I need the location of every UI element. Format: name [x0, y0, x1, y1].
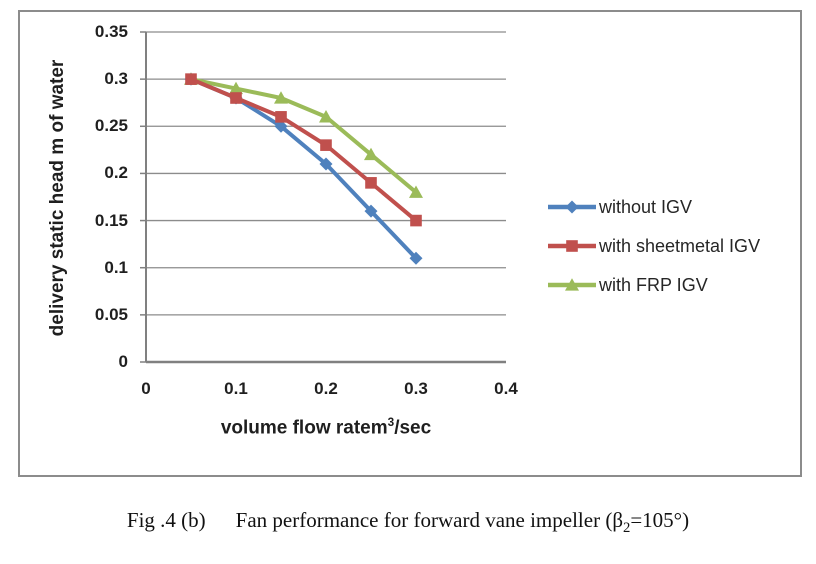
y-tick-label: 0.1 — [104, 257, 128, 277]
triangle-marker-icon — [565, 278, 579, 291]
legend-marker-triangle-icon — [548, 277, 596, 293]
triangle-marker-icon — [409, 185, 423, 198]
legend-item-without-igv: without IGV — [548, 194, 760, 220]
y-tick-label: 0.2 — [104, 163, 128, 183]
legend-marker-diamond-icon — [548, 199, 596, 215]
diamond-marker-icon — [319, 157, 333, 171]
y-tick-label: 0.35 — [94, 22, 128, 41]
y-tick-label: 0.25 — [94, 116, 128, 136]
diamond-marker-icon — [364, 204, 378, 218]
square-marker-icon — [230, 92, 242, 104]
figure-caption: Fig .4 (b) Fan performance for forward va… — [0, 508, 816, 537]
square-marker-icon — [320, 139, 332, 151]
x-axis-title-superscript: 3 — [387, 416, 395, 429]
caption-text-main: Fan performance for forward vane impelle… — [235, 508, 623, 532]
legend-label: with sheetmetal IGV — [599, 235, 761, 256]
x-tick-label: 0 — [141, 379, 151, 398]
legend-item-with-frp-igv: with FRP IGV — [548, 272, 760, 298]
x-tick-label: 0.2 — [314, 379, 338, 398]
diamond-marker-icon — [409, 251, 423, 265]
legend-marker-square-icon — [548, 238, 596, 254]
triangle-marker-icon — [364, 147, 378, 161]
series-line — [189, 77, 418, 195]
plot-svg — [140, 31, 506, 364]
x-axis-title-text: volume flow ratem — [220, 417, 388, 439]
square-marker-icon — [365, 177, 377, 189]
chart-frame: delivery static head m of water 0.35 0.3 0… — [18, 10, 802, 477]
plot-area — [140, 31, 506, 364]
triangle-marker-icon — [319, 110, 333, 123]
legend-item-with-sheetmetal-igv: with sheetmetal IGV — [548, 233, 760, 259]
triangle-marker-icon — [229, 81, 243, 95]
legend-swatch-svg — [548, 200, 596, 214]
diamond-marker-icon — [565, 200, 579, 214]
legend-swatch-svg — [548, 240, 596, 252]
caption-beta-subscript: 2 — [623, 520, 631, 537]
x-tick-label: 0.3 — [404, 379, 428, 398]
legend-label: with FRP IGV — [599, 274, 708, 295]
legend-swatch-svg — [548, 278, 596, 291]
square-marker-icon — [275, 111, 287, 123]
figure-caption-text: Fan performance for forward vane impelle… — [235, 508, 690, 536]
x-axis-title-unit: /sec — [394, 417, 432, 439]
diamond-marker-icon — [274, 119, 288, 133]
y-axis-title: delivery static head m of water — [47, 59, 68, 337]
y-tick-label: 0.05 — [94, 304, 128, 324]
square-marker-icon — [566, 240, 578, 252]
legend: without IGV with sheetmetal IGV with FRP… — [548, 194, 760, 298]
square-marker-icon — [410, 214, 422, 227]
legend-label: without IGV — [599, 196, 693, 217]
caption-text-end: =105°) — [630, 508, 690, 532]
y-tick-label: 0.15 — [94, 210, 128, 230]
x-tick-label: 0.4 — [494, 379, 518, 398]
triangle-marker-icon — [274, 91, 288, 104]
x-axis-title: volume flow ratem3/sec — [146, 416, 506, 439]
y-tick-label: 0.3 — [104, 69, 128, 89]
y-tick-label: 0 — [118, 352, 128, 371]
series-line — [189, 77, 418, 223]
square-marker-icon — [185, 73, 197, 85]
figure-caption-label: Fig .4 (b) — [126, 508, 206, 532]
x-tick-label: 0.1 — [224, 379, 248, 398]
